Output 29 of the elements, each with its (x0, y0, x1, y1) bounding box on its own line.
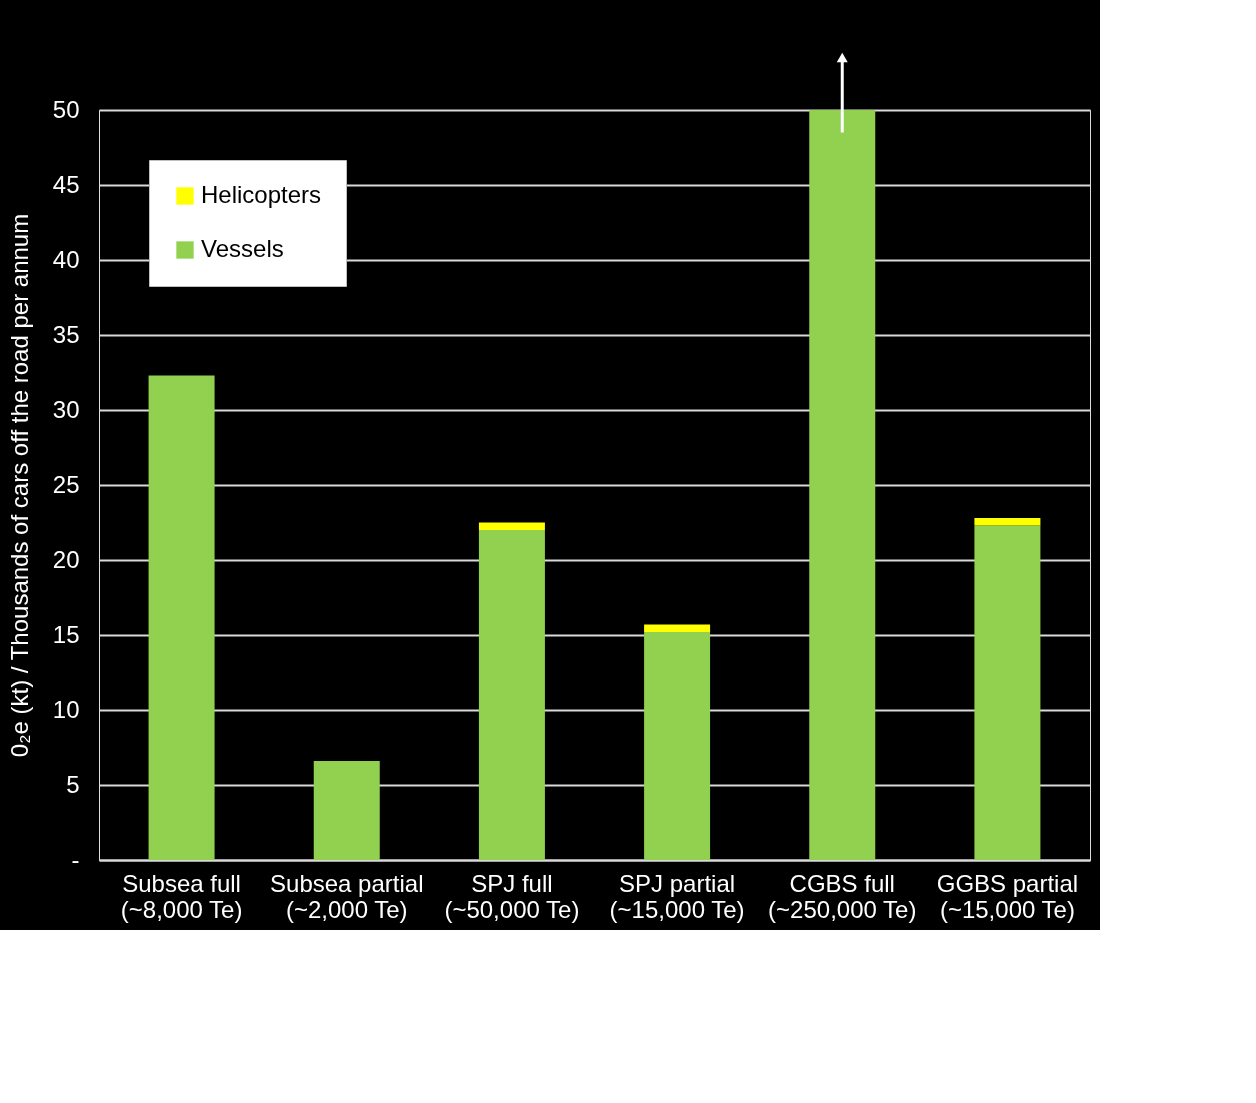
x-tick-label: CGBS full (~250,000 Te) (768, 869, 917, 923)
bar (974, 518, 1041, 526)
bar (644, 632, 711, 860)
y-tick-label: 45 (52, 170, 80, 198)
y-tick-label: 40 (52, 245, 80, 273)
y-tick-label: 25 (52, 470, 80, 498)
y-axis-title: 0₂e (kt) / Thousands of cars off the road per annum (5, 213, 33, 758)
bar (478, 530, 545, 860)
y-tick-label: - (71, 845, 80, 873)
x-tick-label: Subsea full (~8,000 Te) (120, 869, 243, 923)
x-tick-label: GGBS partial (~15,000 Te) (936, 869, 1079, 923)
y-tick-label: 30 (52, 395, 80, 423)
x-tick-label: Subsea partial (~2,000 Te) (270, 869, 424, 923)
y-tick-label: 35 (52, 320, 80, 348)
bar (478, 522, 545, 530)
x-tick-label: SPJ partial (~15,000 Te) (609, 869, 745, 923)
y-tick-label: 5 (66, 770, 80, 798)
x-tick-label: SPJ full (~50,000 Te) (444, 869, 580, 923)
y-tick-label: 10 (52, 695, 80, 723)
bar (148, 375, 215, 860)
y-tick-label: 50 (52, 95, 80, 123)
y-tick-label: 15 (52, 620, 80, 648)
bar (809, 110, 876, 860)
bar (644, 624, 711, 632)
bar (313, 761, 380, 860)
legend-label: Vessels (201, 235, 284, 262)
bar (974, 525, 1041, 860)
y-tick-label: 20 (52, 545, 80, 573)
legend-label: Helicopters (201, 181, 322, 208)
